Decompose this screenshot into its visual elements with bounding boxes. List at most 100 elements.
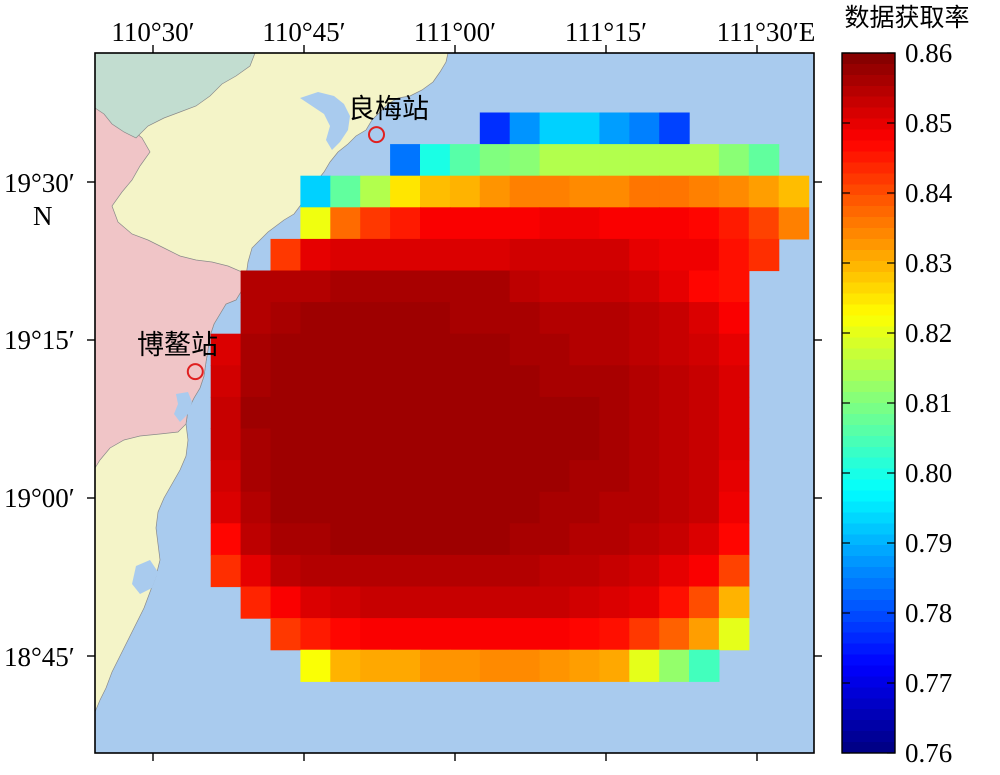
grid-cell — [659, 523, 690, 556]
grid-cell — [240, 428, 272, 461]
grid-cell — [599, 112, 630, 145]
grid-cell — [330, 302, 361, 335]
grid-cell — [599, 649, 630, 682]
lon-label-110-30: 110°30′ — [111, 17, 194, 47]
grid-cell — [449, 365, 481, 398]
grid-cell — [718, 144, 750, 177]
grid-cell — [509, 649, 541, 682]
grid-cell — [300, 649, 331, 682]
grid-cell — [689, 238, 720, 272]
grid-cell — [539, 175, 571, 208]
grid-cell — [718, 238, 750, 272]
grid-cell — [539, 302, 571, 335]
grid-cell — [509, 175, 541, 208]
colorbar-tick-label: 0.77 — [905, 668, 952, 698]
land-qionghai — [95, 99, 247, 469]
grid-cell — [360, 649, 391, 682]
grid-cell — [300, 428, 331, 461]
grid-cell — [330, 270, 361, 303]
map-area — [95, 53, 814, 753]
grid-cell — [569, 302, 600, 335]
axis-ticks — [87, 45, 822, 761]
grid-cell — [449, 491, 481, 524]
grid-cell — [718, 333, 750, 366]
grid-cell — [509, 460, 541, 493]
grid-cell — [449, 238, 481, 272]
grid-cell — [539, 523, 571, 556]
grid-cell — [718, 460, 750, 493]
lon-label-110-45: 110°45′ — [262, 17, 345, 47]
colorbar-tick-label: 0.81 — [905, 388, 952, 418]
grid-cell — [210, 428, 242, 461]
grid-cell — [569, 112, 600, 145]
grid-cell — [689, 649, 720, 682]
grid-cell — [390, 491, 421, 524]
grid-cell — [479, 428, 511, 461]
grid-cell — [509, 270, 541, 303]
grid-cell — [718, 207, 750, 240]
grid-cell — [300, 302, 331, 335]
grid-cell — [689, 175, 720, 208]
grid-cell — [659, 396, 690, 430]
grid-cell — [748, 207, 780, 240]
grid-cell — [569, 523, 600, 556]
grid-cell — [300, 207, 331, 240]
grid-cell — [629, 144, 660, 177]
grid-cell — [479, 396, 511, 430]
grid-cell — [599, 618, 630, 651]
grid-cell — [390, 238, 421, 272]
grid-cell — [270, 428, 301, 461]
grid-cell — [659, 144, 690, 177]
grid-cell — [330, 428, 361, 461]
grid-cell — [420, 586, 451, 619]
grid-cell — [390, 144, 421, 177]
grid-cell — [270, 238, 301, 272]
grid-cell — [390, 618, 421, 651]
grid-cell — [360, 618, 391, 651]
grid-cell — [689, 523, 720, 556]
bay-liangmei — [300, 92, 350, 150]
grid-cell — [629, 523, 660, 556]
lat-hemisphere-n: N — [33, 201, 53, 231]
grid-cell — [390, 365, 421, 398]
grid-cell — [659, 460, 690, 493]
grid-cell — [270, 523, 301, 556]
grid-cell — [330, 554, 361, 588]
grid-cell — [629, 649, 660, 682]
grid-cell — [509, 586, 541, 619]
grid-cell — [509, 238, 541, 272]
grid-cell — [599, 175, 630, 208]
grid-cell — [718, 523, 750, 556]
grid-cell — [360, 302, 391, 335]
grid-cell — [240, 554, 272, 588]
colorbar-tick-label: 0.86 — [905, 38, 952, 68]
grid-cell — [629, 112, 660, 145]
grid-cell — [420, 270, 451, 303]
grid-cell — [659, 554, 690, 588]
grid-cell — [300, 523, 331, 556]
grid-cell — [240, 270, 272, 303]
grid-cell — [390, 270, 421, 303]
grid-cell — [360, 396, 391, 430]
grid-cell — [778, 207, 810, 240]
grid-cell — [420, 554, 451, 588]
grid-cell — [748, 175, 780, 208]
grid-cell — [569, 238, 600, 272]
colorbar-tick-label: 0.80 — [905, 458, 952, 488]
grid-cell — [509, 428, 541, 461]
grid-cell — [360, 460, 391, 493]
grid-cell — [599, 491, 630, 524]
grid-cell — [539, 238, 571, 272]
grid-cell — [539, 144, 571, 177]
grid-cell — [718, 175, 750, 208]
grid-cell — [748, 144, 780, 177]
grid-cell — [629, 460, 660, 493]
grid-cell — [420, 144, 451, 177]
grid-cell — [300, 238, 331, 272]
grid-cell — [449, 554, 481, 588]
grid-cell — [599, 144, 630, 177]
grid-cell — [479, 144, 511, 177]
grid-cell — [659, 618, 690, 651]
grid-cell — [360, 270, 391, 303]
grid-cell — [629, 365, 660, 398]
